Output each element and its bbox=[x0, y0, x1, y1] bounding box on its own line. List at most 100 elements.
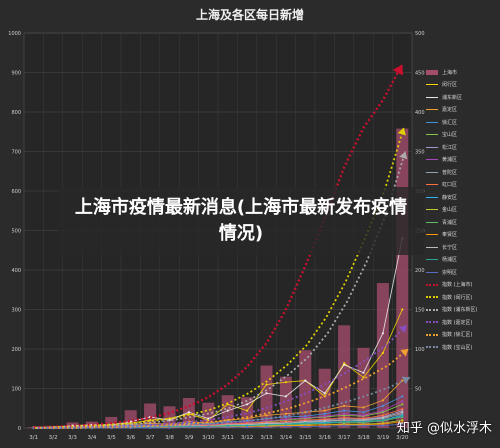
series-point bbox=[401, 422, 404, 426]
series-point bbox=[226, 424, 229, 427]
legend-item: 指数 (上海市) bbox=[426, 279, 496, 292]
y-left-tick-label: 100 bbox=[11, 387, 21, 393]
x-tick-label: 3/18 bbox=[357, 435, 370, 441]
legend-swatch bbox=[426, 146, 438, 148]
series-point bbox=[304, 415, 307, 418]
x-tick-label: 3/12 bbox=[241, 435, 253, 441]
series-point bbox=[323, 425, 326, 428]
legend-label: 指数 (徐汇区) bbox=[442, 332, 473, 339]
legend-swatch bbox=[426, 159, 438, 161]
y-right-tick-label: 50 bbox=[415, 387, 421, 393]
y-left-tick-label: 700 bbox=[11, 150, 21, 156]
series-point bbox=[381, 411, 384, 414]
legend-label: 崇明区 bbox=[442, 269, 458, 276]
legend-swatch bbox=[426, 171, 438, 173]
series-point bbox=[381, 404, 384, 407]
series-point bbox=[284, 412, 287, 415]
legend-label: 黄浦区 bbox=[442, 157, 458, 164]
series-point bbox=[381, 332, 384, 335]
series-point bbox=[362, 411, 365, 414]
series-point bbox=[362, 414, 365, 417]
y-left-tick-label: 1000 bbox=[8, 31, 21, 37]
series-point bbox=[381, 424, 384, 427]
legend-item: 松江区 bbox=[426, 141, 496, 154]
y-right-tick-label: 100 bbox=[415, 347, 425, 353]
series-point bbox=[343, 424, 346, 427]
headline-banner: 上海市疫情最新消息(上海市最新发布疫情情况) bbox=[58, 187, 424, 255]
series-point bbox=[265, 423, 268, 426]
series-point bbox=[381, 414, 384, 417]
y-left-tick-label: 800 bbox=[11, 110, 21, 116]
bar bbox=[299, 350, 312, 428]
trend-line bbox=[39, 348, 409, 429]
legend-item: 嘉定区 bbox=[426, 104, 496, 117]
series-point bbox=[323, 418, 326, 421]
series-point bbox=[246, 422, 249, 425]
series-point bbox=[226, 419, 229, 422]
series-point bbox=[401, 411, 404, 414]
legend-label: 杨浦区 bbox=[442, 257, 458, 264]
trend-line bbox=[33, 64, 404, 429]
series-point bbox=[284, 422, 287, 426]
series-point bbox=[304, 420, 307, 423]
x-tick-label: 3/14 bbox=[280, 435, 293, 441]
series-point bbox=[265, 426, 268, 429]
series-point bbox=[304, 379, 307, 382]
legend-item: 崇明区 bbox=[426, 266, 496, 279]
legend-item: 指数 (徐汇区) bbox=[426, 329, 496, 342]
legend-swatch bbox=[426, 121, 438, 123]
x-tick-label: 3/11 bbox=[222, 435, 234, 441]
series-point bbox=[284, 395, 287, 398]
series-point bbox=[323, 415, 326, 418]
x-tick-label: 3/6 bbox=[126, 435, 135, 441]
series-point bbox=[265, 383, 268, 386]
legend-label: 长宁区 bbox=[442, 244, 458, 251]
bar bbox=[357, 347, 370, 428]
legend-label: 金山区 bbox=[442, 207, 458, 214]
legend-item: 浦东新区 bbox=[426, 91, 496, 104]
series-point bbox=[323, 409, 326, 412]
legend-item: 指数 (浦东新区) bbox=[426, 304, 496, 317]
legend-label: 虹口区 bbox=[442, 182, 458, 189]
trend-line bbox=[35, 127, 405, 429]
legend-swatch bbox=[426, 308, 438, 311]
series-point bbox=[246, 426, 249, 429]
trend-arrowhead bbox=[398, 325, 407, 334]
x-tick-label: 3/10 bbox=[202, 435, 215, 441]
series-point bbox=[343, 409, 346, 412]
series-point bbox=[343, 404, 346, 407]
x-tick-label: 3/8 bbox=[165, 435, 174, 441]
legend-swatch bbox=[426, 283, 438, 286]
series-point bbox=[362, 424, 365, 427]
legend-label: 嘉定区 bbox=[442, 107, 458, 114]
series-point bbox=[304, 419, 307, 422]
series-point bbox=[304, 425, 307, 428]
series-point bbox=[284, 418, 287, 421]
legend-item: 奉贤区 bbox=[426, 229, 496, 242]
legend-label: 静安区 bbox=[442, 194, 458, 201]
series-point bbox=[265, 422, 268, 425]
legend-item: 指数 (宝山区) bbox=[426, 341, 496, 354]
y-right-tick-label: 0 bbox=[415, 426, 418, 432]
x-tick-label: 3/7 bbox=[146, 435, 155, 441]
series-point bbox=[362, 406, 365, 409]
legend-label: 普陀区 bbox=[442, 169, 458, 176]
x-tick-label: 3/5 bbox=[107, 435, 116, 441]
series-point bbox=[362, 371, 365, 374]
legend-label: 指数 (闵行区) bbox=[442, 294, 473, 301]
y-right-tick-label: 400 bbox=[415, 110, 425, 116]
legend-item: 宝山区 bbox=[426, 129, 496, 142]
x-tick-label: 3/4 bbox=[87, 435, 96, 441]
series-point bbox=[265, 392, 268, 395]
legend-swatch bbox=[426, 69, 438, 75]
series-point bbox=[343, 416, 346, 419]
legend-swatch bbox=[426, 134, 438, 136]
series-point bbox=[246, 424, 249, 427]
chart-title: 上海及各区每日新增 bbox=[195, 8, 304, 22]
legend-swatch bbox=[426, 271, 438, 273]
legend-label: 指数 (宝山区) bbox=[442, 344, 473, 351]
series-point bbox=[362, 419, 365, 422]
legend-swatch bbox=[426, 221, 438, 223]
series-point bbox=[304, 416, 307, 419]
legend-item: 杨浦区 bbox=[426, 254, 496, 267]
